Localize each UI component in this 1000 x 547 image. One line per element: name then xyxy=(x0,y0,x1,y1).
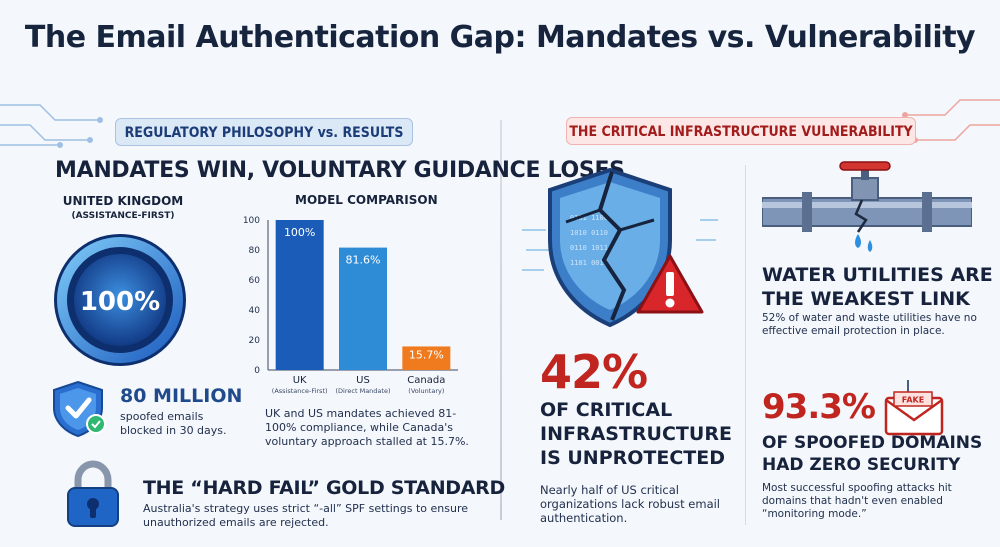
spoofed-heading-line1: OF SPOOFED DOMAINS xyxy=(762,433,983,453)
y-tick-label: 100 xyxy=(243,216,260,226)
bar-canada xyxy=(402,346,451,370)
spoofed-heading: OF SPOOFED DOMAINS HAD ZERO SECURITY xyxy=(762,432,982,476)
uk-label-block: UNITED KINGDOM (ASSISTANCE-FIRST) xyxy=(48,194,198,224)
y-tick-label: 40 xyxy=(249,306,261,316)
spoofed-heading-line2: HAD ZERO SECURITY xyxy=(762,455,961,475)
million-stat-value: 80 MILLION xyxy=(120,385,243,407)
hardfail-heading: THE “HARD FAIL” GOLD STANDARD xyxy=(143,477,505,499)
million-stat-text: spoofed emails blocked in 30 days. xyxy=(120,410,240,438)
uk-label: UNITED KINGDOM xyxy=(62,194,184,208)
chart-title: MODEL COMPARISON xyxy=(295,193,438,207)
water-heading-line2: THE WEAKEST LINK xyxy=(762,288,970,310)
category-label: Canada xyxy=(407,375,445,386)
svg-text:1010 0110: 1010 0110 xyxy=(570,229,608,237)
water-heading-line1: WATER UTILITIES ARE xyxy=(762,264,993,286)
category-sublabel: (Direct Mandate) xyxy=(336,387,391,395)
hardfail-text: Australia's strategy uses strict “-all” … xyxy=(143,502,469,529)
envelope-fake-label: FAKE xyxy=(902,396,924,405)
category-label: UK xyxy=(293,375,307,386)
bar-value-label: 15.7% xyxy=(409,348,444,361)
circuit-decoration-left xyxy=(0,104,103,148)
million-text-line2: blocked in 30 days. xyxy=(120,424,227,437)
mandates-heading: MANDATES WIN, VOLUNTARY GUIDANCE LOSES xyxy=(55,158,625,183)
category-sublabel: (Voluntary) xyxy=(408,387,444,395)
uk-gauge: 100% xyxy=(54,234,186,366)
center-divider xyxy=(500,120,502,520)
y-tick-label: 20 xyxy=(249,336,261,346)
model-comparison-chart: 0 20 40 60 80 100 100% UK(Assistance-First) 81.6… xyxy=(243,216,458,395)
bar-value-label: 100% xyxy=(284,226,315,239)
bar-uk xyxy=(275,220,324,370)
svg-text:0101 1100: 0101 1100 xyxy=(570,214,608,222)
category-label: US xyxy=(356,375,370,386)
gauge-core xyxy=(74,254,166,346)
critical-heading-line1: OF CRITICAL xyxy=(540,399,673,421)
water-heading: WATER UTILITIES ARE THE WEAKEST LINK xyxy=(762,263,993,311)
lock-icon xyxy=(67,460,119,527)
spoofed-stat-value: 93.3% xyxy=(762,387,876,427)
spoofed-text: Most successful spoofing attacks hit dom… xyxy=(762,482,952,520)
critical-heading: OF CRITICAL INFRASTRUCTURE IS UNPROTECTE… xyxy=(540,398,732,470)
gauge-progress-ring xyxy=(57,237,183,363)
gauge-value: 100% xyxy=(80,287,160,317)
page-title: The Email Authentication Gap: Mandates v… xyxy=(24,20,976,55)
y-tick-label: 80 xyxy=(249,246,261,256)
category-sublabel: (Assistance-First) xyxy=(272,387,328,395)
shield-check-icon xyxy=(53,380,106,438)
section-pill-regulatory: REGULATORY PHILOSOPHY vs. RESULTS xyxy=(115,118,413,146)
broken-pipe-icon xyxy=(762,161,972,252)
chart-caption: UK and US mandates achieved 81-100% comp… xyxy=(265,407,469,448)
critical-heading-line3: IS UNPROTECTED xyxy=(540,447,725,469)
bar-us xyxy=(339,247,387,370)
section-pill-critical: THE CRITICAL INFRASTRUCTURE VULNERABILIT… xyxy=(566,117,916,145)
bar-value-label: 81.6% xyxy=(346,254,381,267)
critical-heading-line2: INFRASTRUCTURE xyxy=(540,423,732,445)
critical-stat-value: 42% xyxy=(540,345,648,399)
fake-envelope-icon: FAKE xyxy=(884,380,944,436)
svg-text:1101 0010: 1101 0010 xyxy=(570,259,608,267)
y-tick-label: 0 xyxy=(254,366,260,376)
million-text-line1: spoofed emails xyxy=(120,410,204,423)
water-text: 52% of water and waste utilities have no… xyxy=(762,312,977,337)
circuit-decoration-right xyxy=(902,99,1000,143)
y-tick-label: 60 xyxy=(249,276,261,286)
right-column-divider xyxy=(745,165,746,525)
uk-sublabel: (ASSISTANCE-FIRST) xyxy=(71,211,175,221)
broken-shield-icon: 0101 1100 1010 0110 0110 1011 1101 0010 xyxy=(522,167,718,328)
svg-text:0110 1011: 0110 1011 xyxy=(570,244,608,252)
critical-text: Nearly half of US critical organizations… xyxy=(540,483,721,525)
